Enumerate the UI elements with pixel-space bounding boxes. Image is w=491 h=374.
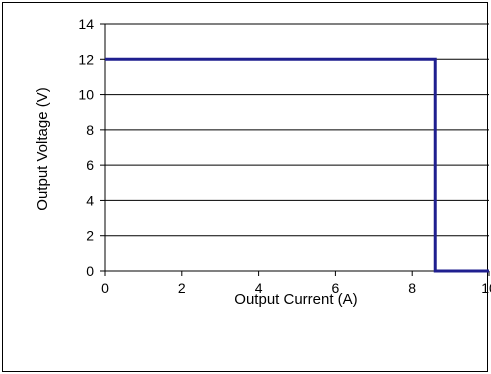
y-tick-label: 14 xyxy=(78,16,94,32)
x-tick-label: 8 xyxy=(408,280,416,296)
x-axis-title: Output Current (A) xyxy=(234,291,357,308)
series-line-0 xyxy=(105,57,489,273)
chart-frame xyxy=(2,2,488,372)
x-tick-label: 6 xyxy=(332,280,340,296)
x-tick-label: 10 xyxy=(481,280,491,296)
axes xyxy=(100,23,490,276)
y-axis-title: Output Voltage (V) xyxy=(34,87,51,210)
y-tick-label: 4 xyxy=(86,192,94,208)
x-tick-label: 0 xyxy=(101,280,109,296)
series-layer xyxy=(105,57,489,273)
gridlines xyxy=(105,23,489,237)
y-tick-label: 12 xyxy=(78,51,94,67)
y-tick-label: 6 xyxy=(86,157,94,173)
tick-labels: 0 2 4 6 8 10 12 14 0 2 4 6 8 10 xyxy=(78,16,491,296)
y-tick-label: 0 xyxy=(86,263,94,279)
x-tick-label: 4 xyxy=(255,280,263,296)
y-tick-label: 2 xyxy=(86,228,94,244)
y-tick-label: 10 xyxy=(78,87,94,103)
y-tick-label: 8 xyxy=(86,122,94,138)
x-tick-label: 2 xyxy=(178,280,186,296)
